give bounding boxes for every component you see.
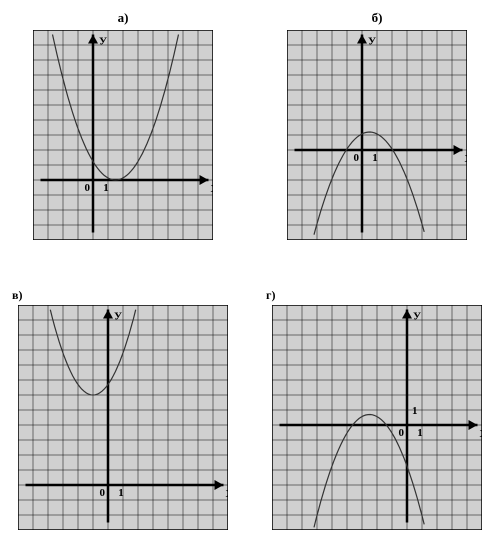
- svg-text:0: 0: [399, 427, 405, 439]
- panel-b: б) X У 01: [264, 10, 490, 240]
- svg-text:0: 0: [100, 487, 106, 499]
- chart-a: X У 01: [33, 30, 213, 240]
- svg-text:1: 1: [412, 405, 418, 417]
- svg-text:0: 0: [85, 182, 91, 194]
- svg-text:1: 1: [417, 427, 423, 439]
- panel-a: а) X У 01: [10, 10, 236, 240]
- svg-text:1: 1: [372, 152, 378, 164]
- panel-label-b: б): [372, 10, 383, 26]
- svg-text:У: У: [114, 311, 122, 323]
- svg-text:1: 1: [118, 487, 124, 499]
- svg-text:1: 1: [103, 182, 109, 194]
- svg-text:У: У: [368, 36, 376, 48]
- chart-b: X У 01: [287, 30, 467, 240]
- svg-text:X: X: [211, 183, 214, 195]
- svg-text:X: X: [465, 153, 468, 165]
- panel-label-a: а): [118, 10, 129, 26]
- svg-text:0: 0: [354, 152, 360, 164]
- panel-label-g: г): [266, 288, 275, 303]
- svg-text:У: У: [413, 311, 421, 323]
- chart-v: X У 01: [18, 305, 228, 530]
- chart-g: X У 01 1: [272, 305, 482, 530]
- svg-text:У: У: [99, 36, 107, 48]
- svg-text:X: X: [480, 428, 483, 440]
- svg-text:X: X: [226, 488, 229, 500]
- panel-v: в) X У 01: [10, 280, 236, 530]
- panel-g: г) X У 01 1: [264, 280, 490, 530]
- panel-label-v: в): [12, 288, 22, 303]
